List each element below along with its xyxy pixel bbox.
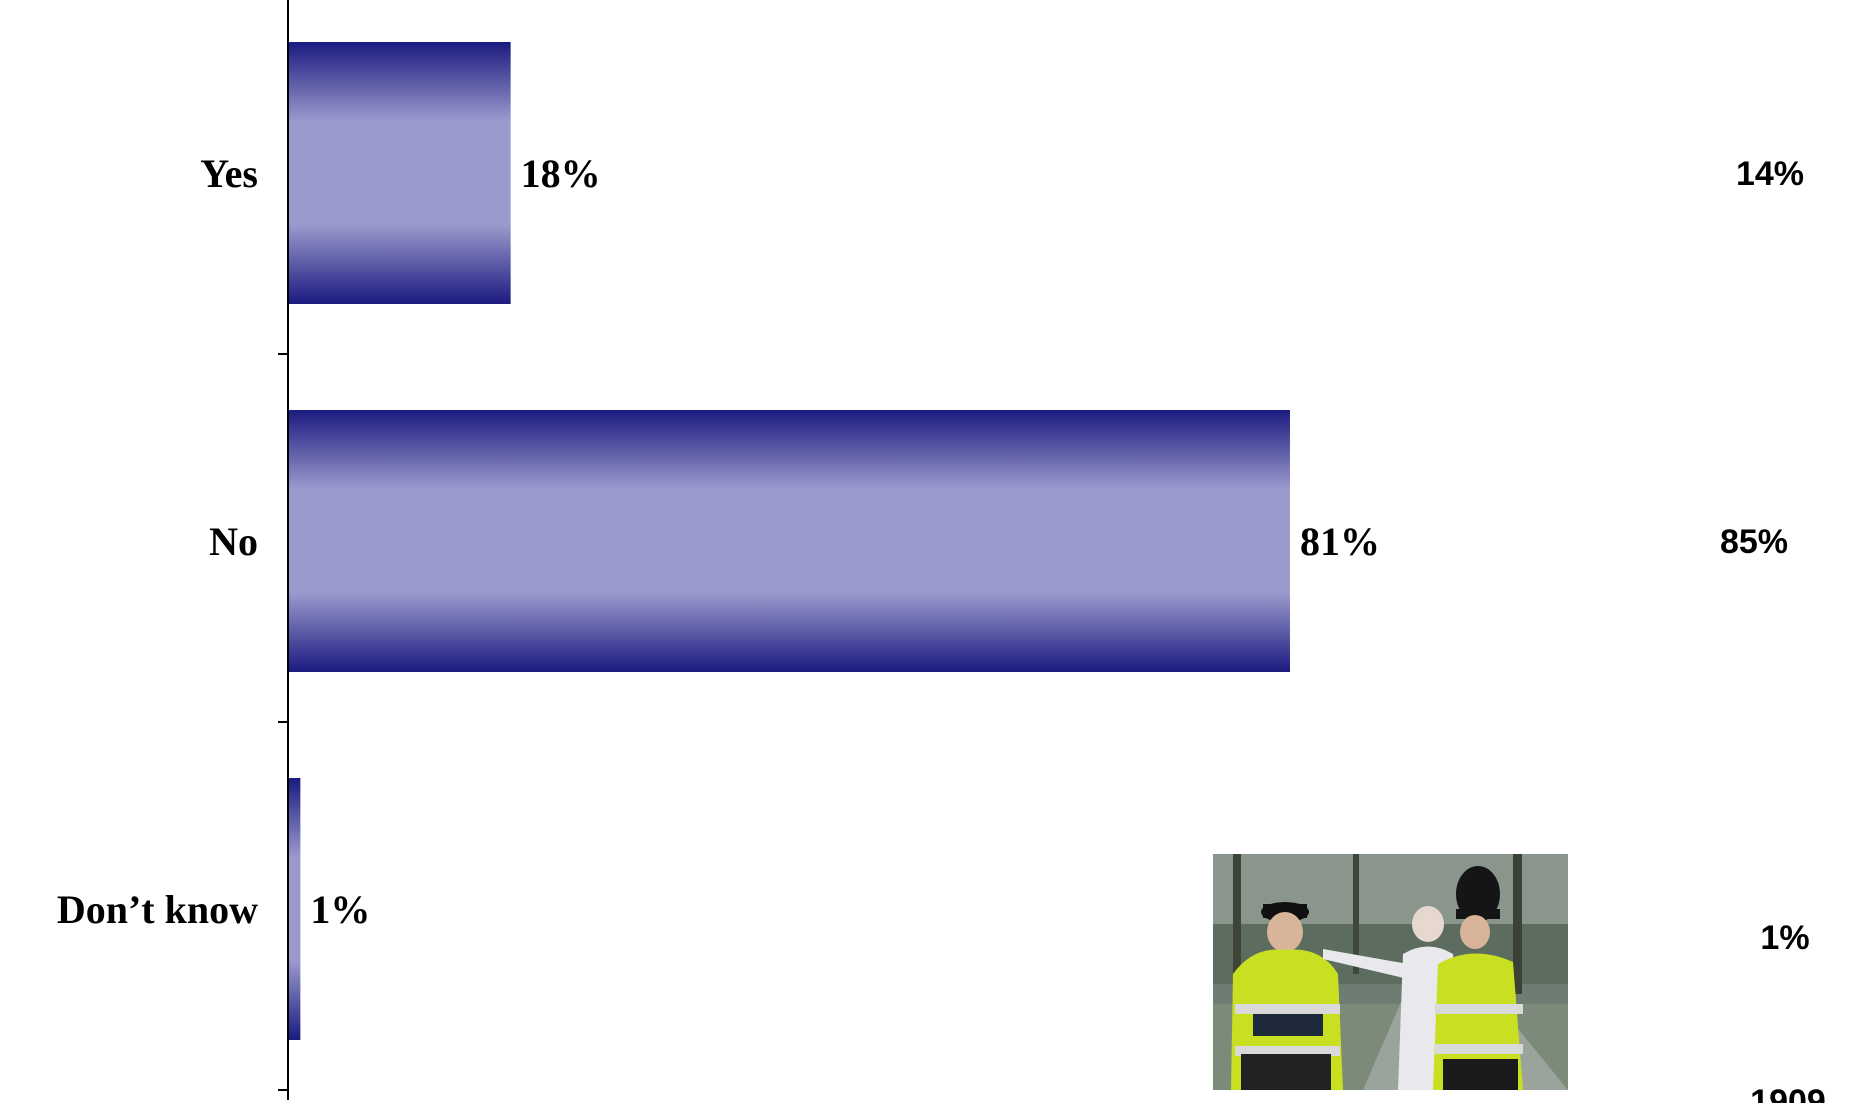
- y-axis: [278, 0, 289, 1100]
- bar-yes: [288, 42, 511, 304]
- labels-layer: Yes 18% 14% No 81% 85% Don’t know 1% 1% 1909: [57, 151, 1826, 1103]
- comparison-footer: 1909: [1750, 1083, 1826, 1103]
- comparison-label-yes: 14%: [1736, 155, 1804, 193]
- police-officers-photo: [1213, 854, 1568, 1090]
- comparison-label-don-t-know: 1%: [1760, 919, 1809, 957]
- category-label-no: No: [209, 519, 258, 564]
- bars-layer: [288, 42, 1290, 1040]
- comparison-label-no: 85%: [1720, 523, 1788, 561]
- category-label-yes: Yes: [200, 151, 258, 196]
- value-label-don-t-know: 1%: [310, 887, 370, 932]
- value-label-no: 81%: [1300, 519, 1380, 564]
- bar-no: [288, 410, 1290, 672]
- category-label-don-t-know: Don’t know: [57, 887, 258, 932]
- bar-don-t-know: [288, 778, 301, 1040]
- value-label-yes: 18%: [521, 151, 601, 196]
